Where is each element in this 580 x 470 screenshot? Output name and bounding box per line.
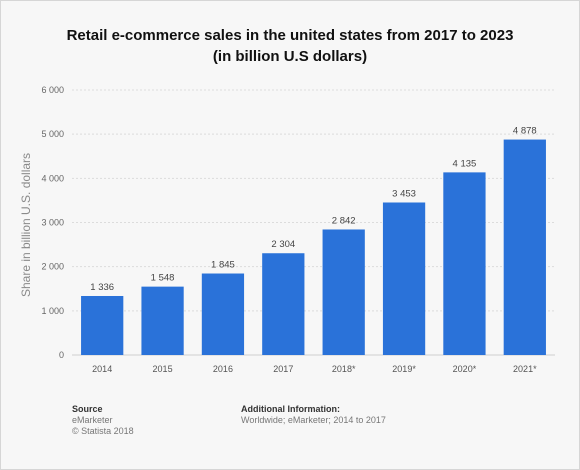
x-tick-label: 2018*	[332, 364, 356, 374]
y-tick-label: 0	[59, 350, 64, 360]
source-block: Source eMarketer © Statista 2018	[72, 404, 134, 437]
x-tick-label: 2017	[273, 364, 293, 374]
value-label: 1 845	[211, 260, 235, 271]
bar	[81, 295, 124, 355]
x-tick-label: 2021*	[513, 364, 537, 374]
x-tick-label: 2016	[213, 364, 233, 374]
additional-info-block: Additional Information: Worldwide; eMark…	[241, 404, 386, 426]
y-tick-label: 1 000	[41, 306, 64, 316]
source-line: eMarketer	[72, 415, 113, 425]
x-tick-label: 2019*	[392, 364, 416, 374]
bars	[81, 139, 546, 355]
bar	[382, 202, 426, 355]
bar	[262, 253, 305, 355]
value-label: 2 842	[332, 215, 356, 226]
source-heading: Source	[72, 404, 103, 414]
bar	[322, 229, 365, 355]
value-label: 4 878	[513, 126, 537, 137]
value-label: 4 135	[453, 158, 477, 169]
x-tick-label: 2015	[153, 364, 173, 374]
y-tick-label: 4 000	[41, 173, 64, 183]
x-tick-label: 2014	[92, 364, 112, 374]
additional-info-heading: Additional Information:	[241, 404, 340, 414]
y-tick-label: 5 000	[41, 129, 64, 139]
x-axis-ticks: 2014 2015 2016 2017 2018* 2019* 2020* 2021*	[92, 364, 537, 374]
y-axis-label: Share in billion U.S. dollars	[19, 153, 33, 297]
bar	[443, 172, 486, 355]
additional-info-text: Worldwide; eMarketer; 2014 to 2017	[241, 415, 386, 425]
chart-title-line2: (in billion U.S dollars)	[212, 48, 368, 65]
source-line: © Statista 2018	[72, 426, 134, 436]
value-label: 2 304	[271, 239, 295, 250]
x-tick-label: 2020*	[453, 364, 477, 374]
y-tick-label: 6 000	[41, 85, 64, 95]
bar	[201, 273, 245, 355]
y-tick-label: 2 000	[41, 262, 64, 272]
value-labels: 1 336 1 548 1 845 2 304 2 842 3 453 4 135 4 878	[90, 126, 536, 293]
bar	[141, 286, 184, 355]
y-axis-ticks: 0 1 000 2 000 3 000 4 000 5 000 6 000	[41, 85, 64, 360]
value-label: 1 336	[90, 282, 114, 293]
chart-title: Retail e-commerce sales in the united st…	[0, 25, 580, 67]
y-tick-label: 3 000	[41, 218, 64, 228]
value-label: 1 548	[151, 273, 175, 284]
bar	[503, 139, 546, 355]
value-label: 3 453	[392, 188, 416, 199]
chart-title-line1: Retail e-commerce sales in the united st…	[66, 27, 514, 44]
